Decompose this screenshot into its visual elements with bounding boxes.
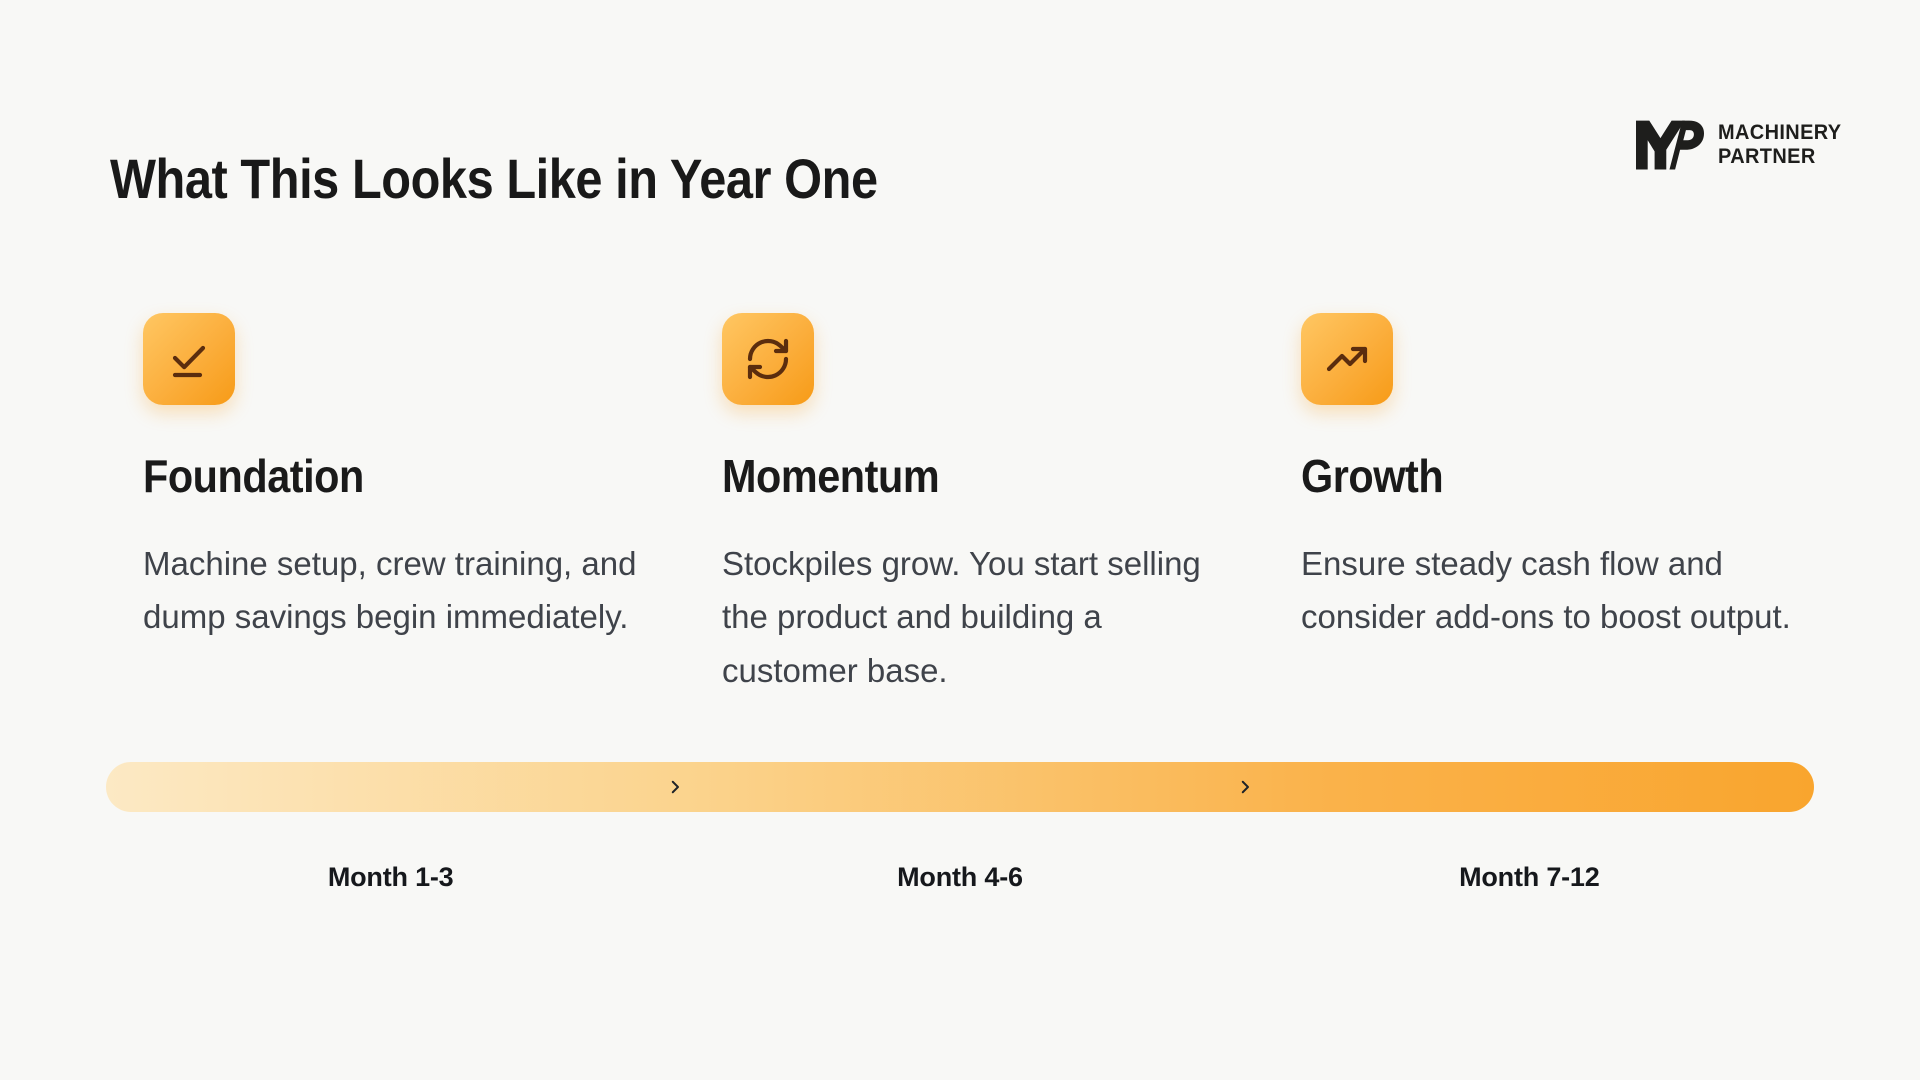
brand-line-1: MACHINERY <box>1718 121 1842 145</box>
phase-columns: Foundation Machine setup, crew training,… <box>143 313 1880 697</box>
momentum-icon-tile <box>722 313 814 405</box>
phase-description: Machine setup, crew training, and dump s… <box>143 545 637 636</box>
timeline-label-month-7-12: Month 7-12 <box>1459 862 1600 892</box>
chevron-right-icon <box>666 778 684 796</box>
timeline-bar <box>106 762 1814 812</box>
refresh-cycle-icon <box>747 338 789 380</box>
chevron-right-icon <box>1236 778 1254 796</box>
brand-line-2: PARTNER <box>1718 145 1816 168</box>
phase-title: Momentum <box>722 450 940 502</box>
phase-momentum: Momentum Stockpiles grow. You start sell… <box>722 313 1242 697</box>
timeline-labels: Month 1-3 Month 4-6 Month 7-12 <box>106 862 1814 893</box>
phase-title: Growth <box>1301 450 1444 502</box>
brand-wordmark: MACHINERY PARTNER <box>1718 121 1848 168</box>
trending-up-icon <box>1326 346 1368 372</box>
phase-foundation: Foundation Machine setup, crew training,… <box>143 313 663 697</box>
phase-description: Stockpiles grow. You start selling the p… <box>722 545 1201 689</box>
phase-growth: Growth Ensure steady cash flow and consi… <box>1301 313 1821 697</box>
foundation-icon-tile <box>143 313 235 405</box>
timeline-label-month-1-3: Month 1-3 <box>327 862 454 892</box>
check-underline-icon <box>172 345 206 378</box>
brand-logo: MACHINERY PARTNER <box>1636 118 1848 172</box>
phase-title: Foundation <box>143 450 364 502</box>
growth-icon-tile <box>1301 313 1393 405</box>
mp-monogram-icon <box>1636 120 1704 170</box>
phase-description: Ensure steady cash flow and consider add… <box>1301 545 1791 636</box>
page-title: What This Looks Like in Year One <box>110 146 878 210</box>
timeline-label-month-4-6: Month 4-6 <box>897 862 1023 892</box>
